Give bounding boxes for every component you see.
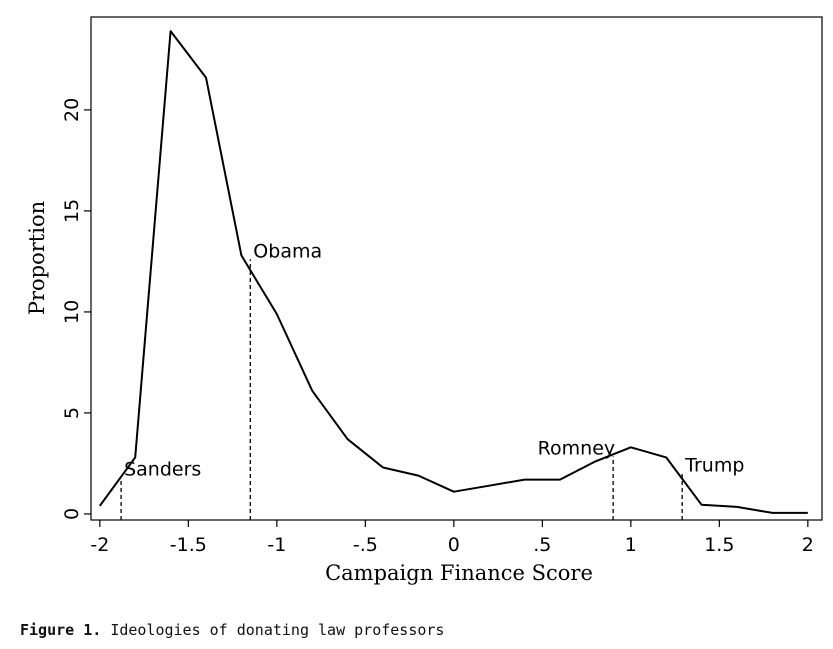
y-axis-label: Proportion: [25, 201, 49, 315]
y-tick-label: 5: [61, 407, 83, 419]
x-axis-label: Campaign Finance Score: [325, 561, 593, 585]
x-tick-label: 0: [448, 534, 460, 556]
figure-caption: Figure 1. Ideologies of donating law pro…: [20, 621, 444, 639]
annotation-labels: Sanders Obama Romney Trump: [124, 240, 744, 480]
caption-text: Ideologies of donating law professors: [110, 621, 445, 639]
x-tick-label: -.5: [353, 534, 378, 556]
density-series-line: [98, 30, 808, 514]
x-axis-ticks: -2 -1.5 -1 -.5 0 .5 1 1.5 2: [90, 520, 814, 556]
y-tick-label: 20: [61, 98, 83, 122]
x-tick-label: 1: [625, 534, 637, 556]
x-tick-label: -2: [90, 534, 109, 556]
density-chart: -2 -1.5 -1 -.5 0 .5 1 1.5 2 0 5 10 15 20 Sanders Obam…: [25, 16, 823, 585]
plot-frame: [90, 16, 823, 521]
annotation-label-sanders: Sanders: [124, 459, 201, 481]
y-tick-label: 15: [61, 199, 83, 223]
y-axis-ticks: 0 5 10 15 20: [61, 98, 91, 520]
annotation-label-trump: Trump: [684, 455, 744, 477]
x-tick-label: 1.5: [704, 534, 734, 556]
x-tick-label: -1: [267, 534, 286, 556]
annotation-label-romney: Romney: [538, 437, 615, 459]
y-tick-label: 10: [61, 300, 83, 324]
x-tick-label: -1.5: [170, 534, 207, 556]
x-tick-label: 2: [802, 534, 814, 556]
y-tick-label: 0: [61, 508, 83, 520]
caption-label: Figure 1.: [20, 621, 102, 639]
x-tick-label: .5: [533, 534, 551, 556]
annotation-lines: [120, 259, 683, 520]
annotation-label-obama: Obama: [253, 240, 322, 262]
